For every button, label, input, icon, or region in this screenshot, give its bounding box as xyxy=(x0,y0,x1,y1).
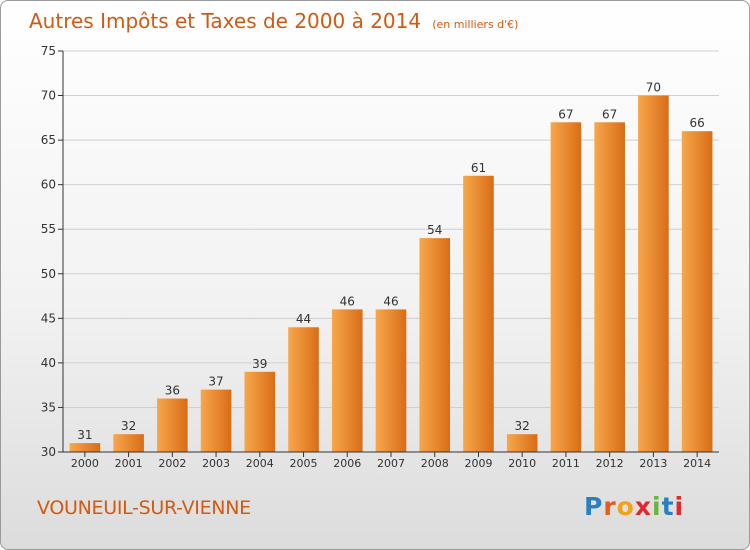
data-label: 66 xyxy=(689,116,704,130)
bar xyxy=(113,434,144,452)
y-tick-label: 45 xyxy=(41,311,56,325)
data-label: 44 xyxy=(296,312,311,326)
bar xyxy=(69,443,101,452)
bar xyxy=(681,131,713,452)
logo-letter: o xyxy=(616,492,635,521)
bar xyxy=(288,327,319,452)
x-tick-label: 2004 xyxy=(246,457,274,470)
data-label: 46 xyxy=(340,294,355,308)
x-tick-label: 2012 xyxy=(596,457,624,470)
data-label: 39 xyxy=(252,357,267,371)
y-tick-label: 30 xyxy=(41,445,56,459)
y-tick-label: 75 xyxy=(41,44,56,58)
bar xyxy=(638,95,669,453)
chart-title-block: Autres Impôts et Taxes de 2000 à 2014 (e… xyxy=(29,9,518,33)
bar xyxy=(200,389,232,452)
bar xyxy=(550,122,582,453)
labels: 30 35 40 45 50 55 60 65 70 75 31 2000 32 2001 36 2002 37… xyxy=(41,44,711,470)
x-tick-label: 2008 xyxy=(421,457,449,470)
data-label: 54 xyxy=(427,223,442,237)
logo-letter: r xyxy=(603,492,617,521)
commune-name: VOUNEUIL-SUR-VIENNE xyxy=(37,497,251,519)
data-label: 36 xyxy=(165,384,180,398)
x-tick-label: 2006 xyxy=(333,457,361,470)
bars xyxy=(69,95,713,453)
bar xyxy=(463,175,494,452)
bar xyxy=(375,309,407,452)
logo-letter: P xyxy=(584,492,604,521)
x-tick-label: 2003 xyxy=(202,457,230,470)
x-tick-label: 2014 xyxy=(683,457,711,470)
logo-letter: i xyxy=(652,492,662,521)
bar xyxy=(157,398,188,452)
chart-subtitle: (en milliers d'€) xyxy=(432,18,519,31)
data-label: 32 xyxy=(515,419,530,433)
data-label: 46 xyxy=(383,294,398,308)
data-label: 67 xyxy=(602,107,617,121)
x-tick-label: 2005 xyxy=(290,457,318,470)
data-label: 67 xyxy=(558,107,573,121)
y-tick-label: 65 xyxy=(41,133,56,147)
y-tick-label: 55 xyxy=(41,222,56,236)
x-tick-label: 2010 xyxy=(508,457,536,470)
y-tick-label: 35 xyxy=(41,400,56,414)
logo-letter: i xyxy=(674,492,685,521)
y-tick-label: 50 xyxy=(41,267,56,281)
x-tick-label: 2009 xyxy=(464,457,492,470)
y-tick-label: 60 xyxy=(41,178,56,192)
data-label: 37 xyxy=(208,375,223,389)
x-tick-label: 2002 xyxy=(158,457,186,470)
proxiti-logo: Proxiti xyxy=(584,492,684,521)
x-tick-label: 2011 xyxy=(552,457,580,470)
x-tick-label: 2013 xyxy=(639,457,667,470)
data-label: 70 xyxy=(646,81,661,95)
bar xyxy=(506,434,538,452)
axes xyxy=(58,50,719,457)
x-tick-label: 2000 xyxy=(71,457,99,470)
logo-letter: x xyxy=(634,492,652,521)
bar xyxy=(244,371,276,452)
data-label: 61 xyxy=(471,161,486,175)
y-tick-label: 40 xyxy=(41,356,56,370)
chart-title: Autres Impôts et Taxes de 2000 à 2014 xyxy=(29,9,422,33)
logo-letter: t xyxy=(661,492,675,521)
data-label: 32 xyxy=(121,419,136,433)
bar xyxy=(419,238,451,452)
bar xyxy=(331,309,363,452)
x-tick-label: 2007 xyxy=(377,457,405,470)
data-label: 31 xyxy=(77,428,92,442)
y-tick-label: 70 xyxy=(41,89,56,103)
x-tick-label: 2001 xyxy=(115,457,143,470)
bar xyxy=(594,122,625,453)
